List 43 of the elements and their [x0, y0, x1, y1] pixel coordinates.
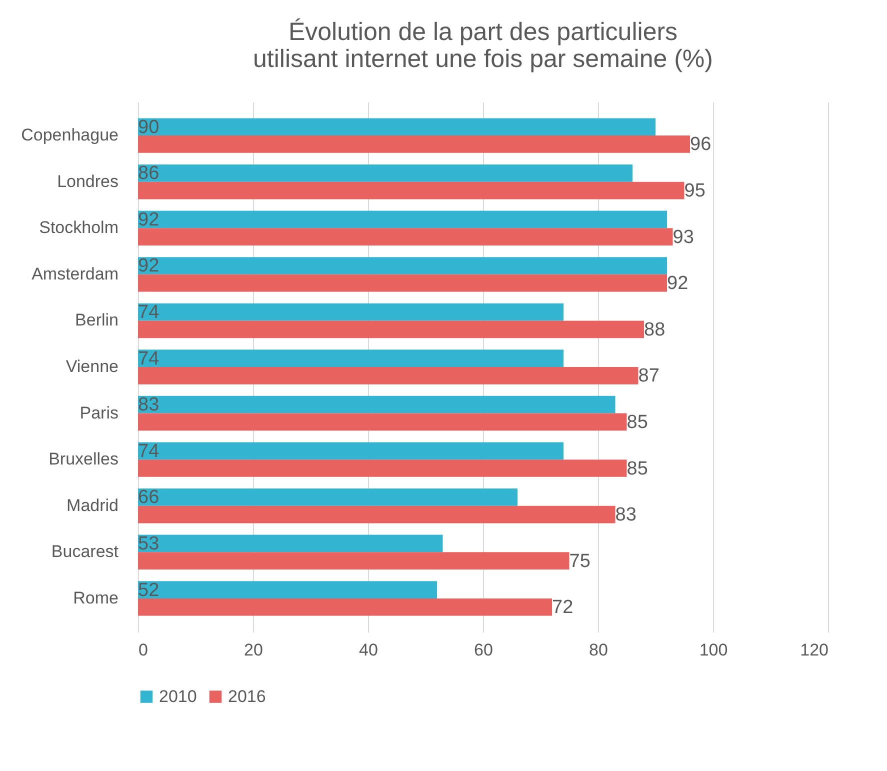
data-label: 92	[138, 256, 160, 277]
y-tick-label: Paris	[80, 403, 118, 422]
data-label: 96	[690, 134, 712, 156]
data-label: 92	[667, 273, 688, 294]
y-tick-label: Amsterdam	[32, 264, 118, 284]
data-label: 74	[138, 302, 160, 324]
y-tick-label: Vienne	[66, 357, 118, 376]
data-label: 53	[138, 533, 160, 554]
data-label: 86	[138, 163, 160, 184]
y-tick-label: Rome	[73, 588, 118, 608]
data-label: 66	[138, 487, 160, 508]
data-label: 72	[552, 597, 574, 618]
y-tick-label: Madrid	[66, 496, 118, 515]
data-label: 95	[684, 180, 706, 202]
y-tick-label: Londres	[57, 172, 118, 191]
x-tick-label: 0	[138, 640, 148, 660]
data-label: 52	[138, 580, 160, 601]
data-label: 74	[138, 348, 160, 370]
data-label: 83	[615, 504, 636, 526]
x-tick-label: 20	[244, 640, 263, 660]
y-tick-label: Bruxelles	[48, 450, 118, 469]
data-label: 74	[138, 440, 160, 462]
x-tick-label: 60	[474, 640, 493, 660]
x-tick-label: 40	[359, 640, 378, 660]
chart-title: Évolution de la part des particuliers utilisant internet une fois par semaine (%)	[253, 18, 713, 73]
data-label: 90	[138, 116, 160, 138]
data-label: 87	[638, 366, 660, 387]
y-tick-label: Berlin	[75, 310, 118, 330]
y-tick-label: Bucarest	[51, 542, 119, 562]
data-label: 83	[138, 394, 160, 416]
data-label: 92	[138, 209, 160, 230]
x-tick-label: 120	[800, 640, 828, 660]
legend-label: 2016	[228, 686, 266, 706]
legend-label: 2010	[159, 686, 197, 706]
data-label: 75	[569, 550, 590, 572]
data-label: 85	[626, 458, 648, 480]
data-label: 85	[626, 412, 648, 433]
y-tick-label: Copenhague	[21, 126, 118, 145]
x-tick-label: 80	[589, 640, 608, 660]
x-tick-label: 100	[699, 640, 728, 660]
y-tick-label: Stockholm	[39, 218, 118, 238]
data-label: 93	[672, 226, 694, 248]
data-label: 88	[644, 319, 666, 340]
